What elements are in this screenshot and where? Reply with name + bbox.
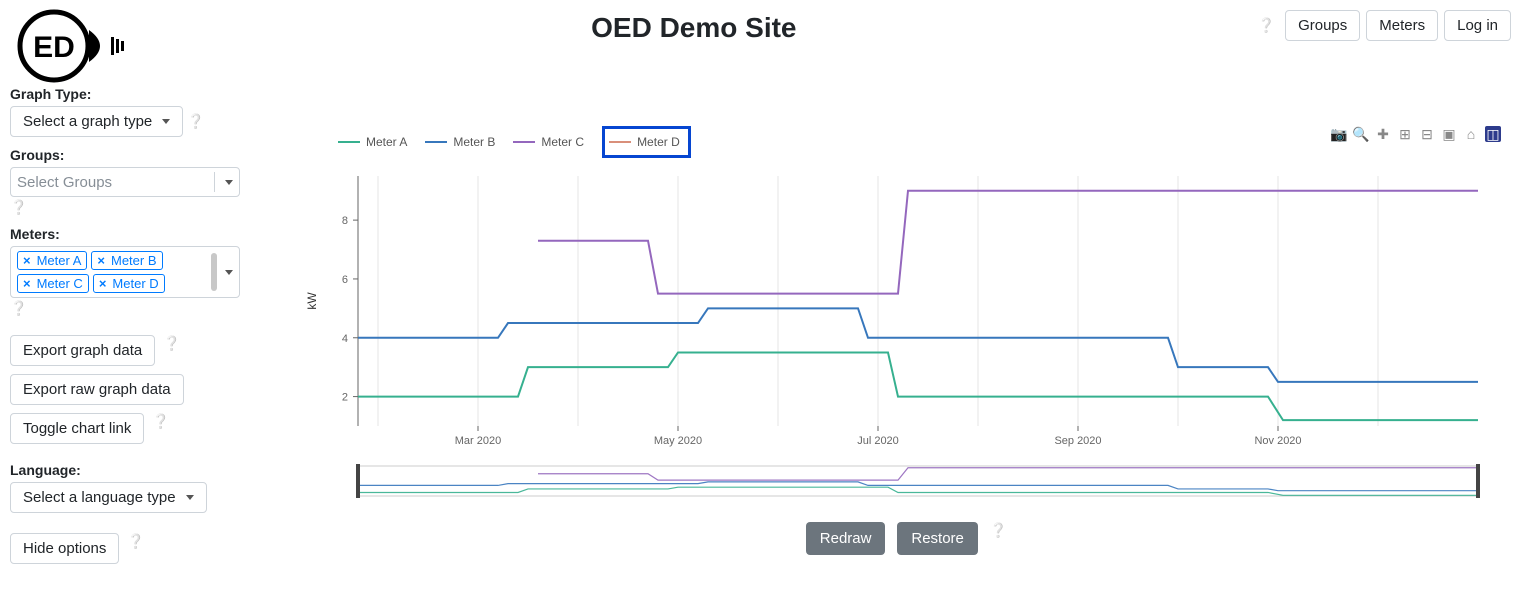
reset-axes-icon[interactable]: ⌂ — [1463, 126, 1479, 142]
toggle-link-help-icon[interactable]: ❔ — [152, 413, 169, 429]
remove-tag-icon[interactable]: × — [23, 253, 31, 268]
help-icon[interactable]: ❔ — [1258, 17, 1275, 34]
toggle-link-button[interactable]: Toggle chart link — [10, 413, 144, 444]
export-raw-button[interactable]: Export raw graph data — [10, 374, 184, 405]
scroll-indicator — [211, 253, 217, 291]
redraw-help-icon[interactable]: ❔ — [990, 522, 1007, 538]
svg-text:8: 8 — [342, 215, 348, 227]
line-chart: 2 4 6 8 kW Mar 2020 May 2020 Jul 2020 Sep 2020 No… — [298, 166, 1498, 511]
remove-tag-icon[interactable]: × — [97, 253, 105, 268]
restore-button[interactable]: Restore — [897, 522, 978, 555]
chevron-down-icon — [162, 119, 170, 124]
meter-tag-label: Meter B — [111, 253, 157, 268]
language-label: Language: — [10, 462, 258, 478]
graph-type-help-icon[interactable]: ❔ — [187, 113, 204, 130]
legend-item[interactable]: Meter D — [602, 126, 691, 158]
groups-help-icon[interactable]: ❔ — [10, 199, 27, 216]
chevron-down-icon[interactable] — [221, 270, 233, 275]
meter-tag-label: Meter D — [112, 276, 158, 291]
svg-text:May 2020: May 2020 — [654, 435, 702, 447]
autoscale-icon[interactable]: ▣ — [1441, 126, 1457, 142]
export-graph-help-icon[interactable]: ❔ — [163, 335, 180, 351]
zoom-icon[interactable]: 🔍 — [1353, 126, 1369, 142]
legend-swatch — [338, 141, 360, 143]
svg-text:ED: ED — [33, 31, 75, 64]
meters-label: Meters: — [10, 226, 258, 242]
redraw-button[interactable]: Redraw — [806, 522, 886, 555]
legend-item[interactable]: Meter C — [513, 135, 584, 149]
zoom-out-icon[interactable]: ⊟ — [1419, 126, 1435, 142]
options-sidebar: Graph Type: Select a graph type ❔ Groups… — [10, 86, 258, 582]
hide-options-help-icon[interactable]: ❔ — [127, 533, 144, 549]
legend-item[interactable]: Meter A — [338, 135, 407, 149]
graph-type-select[interactable]: Select a graph type — [10, 106, 183, 137]
groups-select[interactable]: Select Groups — [10, 167, 240, 197]
zoom-in-icon[interactable]: ⊞ — [1397, 126, 1413, 142]
meters-help-icon[interactable]: ❔ — [10, 300, 27, 317]
export-graph-button[interactable]: Export graph data — [10, 335, 155, 366]
hide-options-button[interactable]: Hide options — [10, 533, 119, 564]
svg-text:kW: kW — [305, 292, 319, 310]
remove-tag-icon[interactable]: × — [23, 276, 31, 291]
graph-type-label: Graph Type: — [10, 86, 258, 102]
remove-tag-icon[interactable]: × — [99, 276, 107, 291]
meter-tag[interactable]: × Meter C — [17, 274, 89, 293]
legend-label: Meter A — [366, 135, 407, 149]
page-title: OED Demo Site — [130, 6, 1258, 44]
svg-text:Mar 2020: Mar 2020 — [455, 435, 501, 447]
nav-meters-button[interactable]: Meters — [1366, 10, 1438, 41]
chevron-down-icon — [186, 495, 194, 500]
legend-label: Meter D — [637, 135, 680, 149]
meter-tag[interactable]: × Meter B — [91, 251, 162, 270]
svg-text:2: 2 — [342, 392, 348, 404]
nav-groups-button[interactable]: Groups — [1285, 10, 1360, 41]
oed-logo: ED — [10, 6, 130, 86]
nav-login-button[interactable]: Log in — [1444, 10, 1511, 41]
meter-tag-label: Meter C — [37, 276, 83, 291]
pan-icon[interactable]: ✚ — [1375, 126, 1391, 142]
legend-label: Meter B — [453, 135, 495, 149]
svg-text:4: 4 — [342, 333, 348, 345]
meters-select[interactable]: × Meter A × Meter B × Meter C × Meter D — [10, 246, 240, 298]
meter-tag[interactable]: × Meter D — [93, 274, 165, 293]
svg-text:Jul 2020: Jul 2020 — [857, 435, 899, 447]
chevron-down-icon[interactable] — [221, 180, 233, 185]
meter-tag-label: Meter A — [37, 253, 82, 268]
plotly-logo-icon[interactable]: ◫ — [1485, 126, 1501, 142]
groups-label: Groups: — [10, 147, 258, 163]
svg-text:Nov 2020: Nov 2020 — [1254, 435, 1301, 447]
legend-swatch — [609, 141, 631, 143]
camera-icon[interactable]: 📷 — [1331, 126, 1347, 142]
legend-item[interactable]: Meter B — [425, 135, 495, 149]
legend-swatch — [425, 141, 447, 143]
meter-tag[interactable]: × Meter A — [17, 251, 87, 270]
legend-swatch — [513, 141, 535, 143]
svg-text:6: 6 — [342, 274, 348, 286]
chart-toolbar: 📷 🔍 ✚ ⊞ ⊟ ▣ ⌂ ◫ — [1331, 126, 1501, 142]
legend-label: Meter C — [541, 135, 584, 149]
svg-text:Sep 2020: Sep 2020 — [1054, 435, 1101, 447]
language-select[interactable]: Select a language type — [10, 482, 207, 513]
